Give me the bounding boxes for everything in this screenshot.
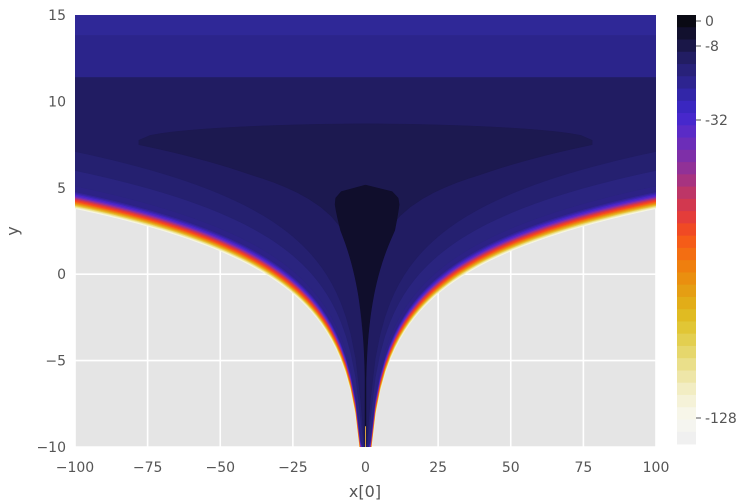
x-axis-label: x[0]	[349, 482, 381, 501]
x-tick-label: −50	[205, 460, 235, 476]
y-tick-label: 0	[57, 267, 66, 283]
colorbar-swatch	[677, 419, 696, 433]
colorbar-swatch	[677, 260, 696, 273]
x-tick-label: 25	[429, 460, 447, 476]
x-tick-label: 50	[502, 460, 520, 476]
colorbar-swatch	[677, 186, 696, 200]
y-axis-ticks: −10 −5 0 5 10 15	[36, 8, 66, 456]
colorbar-swatch	[677, 358, 696, 371]
colorbar-swatch	[677, 223, 696, 237]
colorbar-swatch	[677, 370, 696, 384]
colorbar-swatch	[677, 431, 696, 445]
colorbar-swatch	[677, 211, 696, 224]
colorbar-swatch	[677, 333, 696, 347]
colorbar-swatch	[677, 100, 696, 114]
colorbar-swatch	[677, 345, 696, 359]
colorbar-swatch	[677, 309, 696, 322]
colorbar-swatch	[677, 88, 696, 102]
colorbar-swatch	[677, 64, 696, 77]
colorbar-swatch	[677, 162, 696, 175]
x-tick-label: 100	[643, 460, 670, 476]
y-tick-label: 10	[48, 94, 66, 110]
x-axis-ticks: −100 −75 −50 −25 0 25 50 75 100	[56, 460, 670, 476]
colorbar-swatch	[677, 149, 696, 163]
contour-band	[75, 15, 656, 36]
colorbar-swatch	[677, 235, 696, 249]
colorbar-swatch	[677, 113, 696, 126]
colorbar-swatch	[677, 296, 696, 310]
colorbar-swatch	[677, 51, 696, 65]
x-tick-label: −75	[133, 460, 163, 476]
colorbar-swatch	[677, 125, 696, 139]
colorbar-swatch	[677, 174, 696, 188]
y-tick-label: −10	[36, 440, 66, 456]
colorbar-swatch	[677, 198, 696, 212]
colorbar-swatch	[677, 321, 696, 335]
colorbar-swatch	[677, 272, 696, 286]
colorbar-tick-label: -128	[705, 411, 737, 427]
y-axis-label: y	[3, 226, 22, 235]
colorbar-tick-label: -8	[705, 39, 719, 55]
colorbar-tick-label: -32	[705, 113, 728, 129]
x-tick-label: −25	[278, 460, 308, 476]
colorbar-swatch	[677, 76, 696, 90]
contour-band	[334, 184, 400, 444]
y-tick-label: 5	[57, 181, 66, 197]
x-tick-label: 0	[361, 460, 370, 476]
colorbar-swatch	[677, 39, 696, 53]
colorbar-swatch	[677, 137, 696, 151]
colorbar-swatch	[677, 27, 696, 41]
colorbar-swatch	[677, 394, 696, 408]
colorbar-swatch	[677, 15, 696, 28]
colorbar-swatch	[677, 382, 696, 396]
contour-bands	[75, 15, 656, 447]
colorbar: 0 -8 -32 -128	[677, 14, 737, 445]
colorbar-swatch	[677, 284, 696, 298]
x-tick-label: −100	[56, 460, 94, 476]
colorbar-swatch	[677, 247, 696, 261]
colorbar-swatch	[677, 407, 696, 420]
x-tick-label: 75	[574, 460, 592, 476]
y-tick-label: −5	[45, 354, 66, 370]
colorbar-tick-label: 0	[705, 14, 714, 30]
y-tick-label: 15	[48, 8, 66, 24]
contour-band	[75, 35, 656, 78]
